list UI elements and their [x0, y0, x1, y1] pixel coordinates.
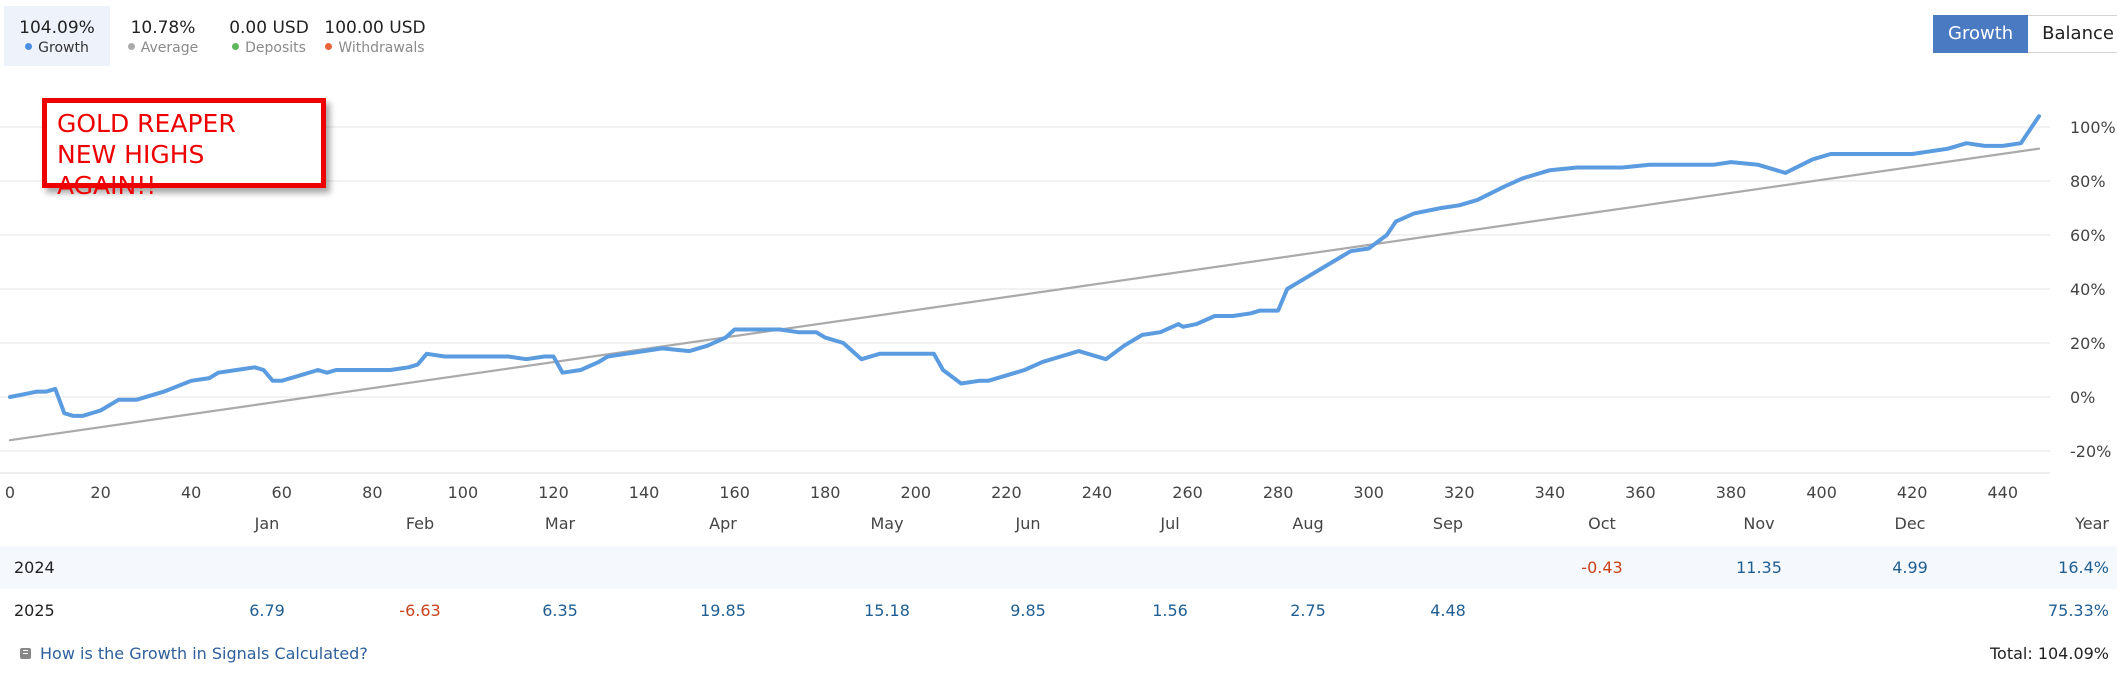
stat-value: 104.09%	[19, 18, 95, 38]
month-value: 2.75	[1290, 601, 1326, 620]
y-tick-label: -20%	[2070, 442, 2111, 461]
footer: How is the Growth in Signals Calculated?…	[0, 638, 2117, 668]
help-icon	[20, 648, 31, 659]
stat-label: Withdrawals	[338, 40, 425, 56]
x-tick-label: 380	[1716, 483, 1747, 502]
x-tick-label: 240	[1082, 483, 1113, 502]
month-value: 6.35	[542, 601, 578, 620]
x-tick-label: 200	[901, 483, 932, 502]
month-value: 6.79	[249, 601, 285, 620]
x-tick-label: 140	[629, 483, 660, 502]
table-row: 2024 16.4% -0.43 11.35 4.99	[0, 546, 2117, 589]
month-header: Nov	[1743, 514, 1775, 533]
withdrawals-dot-icon	[325, 43, 333, 50]
y-tick-label: 0%	[2070, 388, 2095, 407]
month-header: Apr	[709, 514, 737, 533]
month-header: Sep	[1432, 514, 1464, 533]
balance-button[interactable]: Balance	[2028, 15, 2117, 53]
x-tick-label: 80	[362, 483, 382, 502]
x-tick-label: 40	[181, 483, 201, 502]
month-header: Mar	[544, 514, 576, 533]
month-value: -6.63	[399, 601, 441, 620]
month-header: Oct	[1588, 514, 1616, 533]
row-year: 2025	[14, 601, 55, 620]
row-year: 2024	[14, 558, 55, 577]
x-tick-label: 260	[1172, 483, 1203, 502]
month-value: 4.99	[1892, 558, 1928, 577]
help-link-text: How is the Growth in Signals Calculated?	[40, 644, 368, 663]
average-trend-line	[8, 147, 2041, 442]
x-tick-label: 120	[538, 483, 569, 502]
x-tick-label: 0	[5, 483, 15, 502]
month-value: 15.18	[864, 601, 910, 620]
stat-value: 10.78%	[130, 18, 196, 38]
x-tick-label: 420	[1897, 483, 1928, 502]
x-tick-label: 300	[1353, 483, 1384, 502]
month-value: 1.56	[1152, 601, 1188, 620]
month-value: 11.35	[1736, 558, 1782, 577]
stat-deposits[interactable]: 0.00 USD Deposits	[216, 6, 322, 66]
stat-label: Average	[140, 40, 199, 56]
x-tick-label: 280	[1263, 483, 1294, 502]
growth-dot-icon	[25, 43, 33, 50]
table-header: Year Jan Feb Mar Apr May Jun Jul Aug Sep Oct Nov De…	[0, 502, 2117, 546]
x-tick-label: 340	[1535, 483, 1566, 502]
annotation-line-2: NEW HIGHS AGAIN!!	[57, 140, 205, 200]
y-tick-label: 40%	[2070, 280, 2106, 299]
x-tick-label: 320	[1444, 483, 1475, 502]
x-tick-label: 440	[1987, 483, 2018, 502]
total-growth: Total: 104.09%	[1989, 644, 2109, 663]
growth-series-line	[8, 114, 2041, 418]
stat-value: 100.00 USD	[324, 18, 426, 38]
year-column-header: Year	[2075, 514, 2109, 533]
row-total: 16.4%	[2058, 558, 2109, 577]
month-header: Jun	[1015, 514, 1041, 533]
table-row: 2025 75.33% 6.79 -6.63 6.35 19.85 15.18 9.85 1…	[0, 589, 2117, 632]
annotation-callout: GOLD REAPER NEW HIGHS AGAIN!!	[42, 98, 326, 200]
y-tick-label: 100%	[2070, 118, 2116, 137]
y-tick-label: 80%	[2070, 172, 2106, 191]
stat-growth[interactable]: 104.09% Growth	[4, 6, 110, 66]
growth-calculation-help-link[interactable]: How is the Growth in Signals Calculated?	[20, 644, 368, 663]
month-value: 9.85	[1010, 601, 1046, 620]
x-tick-label: 220	[991, 483, 1022, 502]
monthly-growth-table: Year Jan Feb Mar Apr May Jun Jul Aug Sep Oct Nov De…	[0, 502, 2117, 632]
stat-value: 0.00 USD	[229, 18, 309, 38]
x-tick-label: 180	[810, 483, 841, 502]
series-lines	[8, 114, 2041, 442]
y-tick-label: 20%	[2070, 334, 2106, 353]
stat-average[interactable]: 10.78% Average	[110, 6, 216, 66]
x-tick-label: 100	[448, 483, 479, 502]
growth-button[interactable]: Growth	[1933, 15, 2029, 53]
stat-withdrawals[interactable]: 100.00 USD Withdrawals	[322, 6, 428, 66]
month-header: Dec	[1894, 514, 1926, 533]
chart-mode-toggle: Growth Balance	[1933, 15, 2117, 53]
deposits-dot-icon	[232, 43, 240, 50]
month-value: 4.48	[1430, 601, 1466, 620]
x-tick-label: 60	[272, 483, 292, 502]
y-tick-label: 60%	[2070, 226, 2106, 245]
x-tick-label: 20	[90, 483, 110, 502]
month-header: Jul	[1160, 514, 1180, 533]
row-total: 75.33%	[2047, 601, 2109, 620]
x-tick-label: 360	[1625, 483, 1656, 502]
stat-label: Growth	[38, 40, 89, 56]
month-header: Jan	[254, 514, 280, 533]
month-header: May	[870, 514, 904, 533]
month-value: 19.85	[700, 601, 746, 620]
stats-bar: 104.09% Growth 10.78% Average 0.00 USD D…	[4, 6, 428, 66]
y-axis-ticks: -20% 0% 20% 40% 60% 80% 100%	[2070, 118, 2116, 461]
growth-chart: -20% 0% 20% 40% 60% 80% 100% 0 20 40 60 80 100 120 14…	[0, 114, 2116, 502]
x-tick-label: 400	[1806, 483, 1837, 502]
x-axis-ticks: 0 20 40 60 80 100 120 140 160 180 200 220 240 260 280 3…	[5, 483, 2018, 502]
month-header: Feb	[405, 514, 435, 533]
annotation-line-1: GOLD REAPER	[57, 109, 236, 138]
average-dot-icon	[127, 43, 135, 50]
month-value: -0.43	[1581, 558, 1623, 577]
x-tick-label: 160	[719, 483, 750, 502]
grid-lines	[0, 126, 2050, 474]
stat-label: Deposits	[245, 40, 306, 56]
month-header: Aug	[1292, 514, 1324, 533]
